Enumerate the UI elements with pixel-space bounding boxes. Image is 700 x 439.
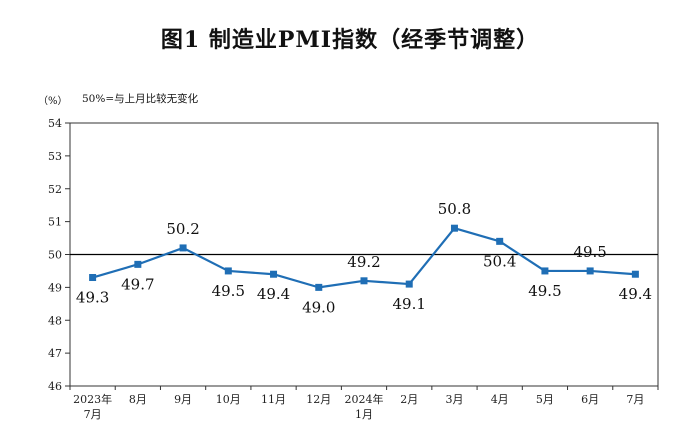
x-tick-label: 1月 [355, 408, 373, 421]
data-point [224, 267, 232, 275]
data-point [179, 244, 187, 252]
data-point [270, 270, 278, 278]
data-label: 49.4 [619, 285, 652, 303]
data-point [450, 224, 458, 232]
data-point [89, 274, 97, 282]
y-tick-label: 53 [48, 150, 62, 163]
y-tick-label: 54 [48, 117, 62, 130]
x-tick-label: 4月 [491, 393, 509, 406]
data-label: 49.0 [302, 298, 335, 316]
data-point [315, 283, 323, 291]
data-point [360, 277, 368, 285]
y-tick-label: 52 [48, 183, 62, 196]
y-tick-label: 46 [48, 380, 62, 393]
data-label: 49.5 [528, 282, 561, 300]
note-label: 50%=与上月比较无变化 [82, 93, 199, 105]
x-tick-label: 2024年 [345, 392, 384, 406]
y-tick-label: 47 [48, 347, 62, 360]
data-label: 49.7 [121, 275, 154, 293]
data-label: 49.1 [393, 295, 426, 313]
x-tick-label: 10月 [216, 393, 241, 406]
x-tick-label: 3月 [445, 393, 463, 406]
y-tick-label: 50 [48, 249, 62, 262]
x-tick-label: 6月 [581, 393, 599, 406]
data-label: 49.5 [573, 243, 606, 261]
data-label: 49.2 [347, 253, 380, 271]
x-tick-label: 2023年 [73, 392, 112, 406]
data-label: 49.4 [257, 285, 290, 303]
data-label: 50.4 [483, 252, 516, 270]
data-point [586, 267, 594, 275]
y-tick-label: 51 [48, 216, 62, 229]
x-tick-label: 8月 [129, 393, 147, 406]
x-tick-label: 9月 [174, 393, 192, 406]
y-tick-label: 49 [48, 281, 62, 294]
x-tick-label: 7月 [626, 393, 644, 406]
data-point [496, 237, 504, 245]
data-label: 49.3 [76, 289, 109, 307]
unit-label: （%） [38, 96, 68, 107]
data-point [134, 260, 142, 268]
data-label: 49.5 [212, 282, 245, 300]
data-point [541, 267, 549, 275]
x-tick-label: 12月 [306, 393, 331, 406]
data-point [631, 270, 639, 278]
x-tick-label: 7月 [84, 408, 102, 421]
x-tick-label: 2月 [400, 393, 418, 406]
chart-title: 图1 制造业PMI指数（经季节调整） [160, 27, 540, 53]
data-point [405, 280, 413, 288]
data-label: 50.2 [166, 220, 199, 238]
x-tick-label: 11月 [261, 393, 286, 406]
y-tick-label: 48 [48, 314, 62, 327]
data-label: 50.8 [438, 200, 471, 218]
x-tick-label: 5月 [536, 393, 554, 406]
